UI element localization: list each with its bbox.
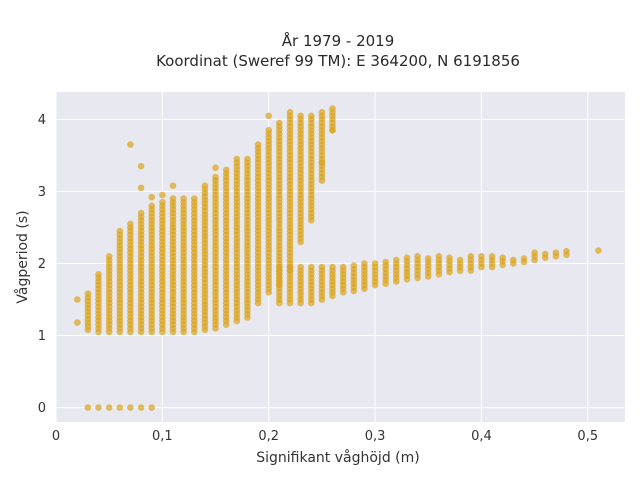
data-point — [212, 173, 219, 181]
data-point — [148, 193, 155, 201]
data-point — [222, 166, 230, 174]
data-point — [84, 290, 92, 298]
data-point — [265, 126, 273, 134]
data-point — [520, 255, 528, 262]
data-point — [84, 404, 92, 411]
data-point — [276, 263, 283, 271]
data-point — [424, 255, 432, 262]
data-point — [169, 182, 177, 189]
data-point — [467, 252, 475, 260]
data-point — [201, 182, 209, 189]
data-point — [127, 404, 134, 411]
data-point — [212, 164, 219, 171]
data-point — [456, 256, 464, 264]
data-point — [541, 250, 549, 258]
chart-title: År 1979 - 2019 — [282, 31, 395, 50]
data-point — [329, 263, 336, 271]
data-point — [478, 252, 485, 260]
data-point — [329, 105, 336, 112]
data-point — [361, 260, 368, 267]
data-point — [137, 162, 145, 170]
data-point — [446, 254, 453, 261]
data-point — [265, 112, 273, 120]
data-point — [137, 209, 145, 217]
data-point — [127, 220, 134, 228]
data-point — [339, 263, 347, 271]
data-point — [382, 258, 390, 266]
data-point — [350, 262, 358, 269]
data-point — [318, 108, 326, 116]
data-point — [552, 249, 560, 256]
data-point — [74, 319, 81, 326]
data-point — [308, 263, 315, 271]
data-point — [318, 159, 326, 166]
data-point — [74, 296, 81, 303]
data-point — [563, 247, 570, 255]
x-tick-label: 0,1 — [152, 429, 173, 444]
data-point — [180, 195, 187, 202]
data-point — [127, 141, 134, 148]
data-point — [510, 256, 517, 264]
data-point — [276, 119, 283, 127]
data-point — [297, 263, 304, 271]
y-tick-label: 3 — [38, 185, 46, 200]
data-point — [137, 184, 145, 192]
data-point — [148, 202, 155, 210]
data-point — [297, 112, 304, 120]
y-tick-label: 0 — [38, 401, 46, 416]
data-point — [595, 247, 602, 254]
data-point — [286, 108, 294, 116]
data-point — [233, 155, 241, 163]
data-point — [105, 252, 113, 260]
data-point — [116, 404, 124, 411]
data-point — [371, 260, 379, 267]
y-axis-ticks: 0 1 2 3 4 — [38, 113, 46, 416]
data-point — [244, 155, 251, 163]
data-points — [74, 105, 602, 411]
data-point — [159, 198, 166, 206]
data-point — [308, 112, 315, 120]
data-point — [159, 191, 166, 199]
data-point — [393, 256, 400, 264]
data-point — [254, 141, 262, 148]
data-point — [329, 126, 336, 134]
data-point — [95, 271, 102, 278]
data-point — [531, 249, 538, 256]
x-tick-label: 0,4 — [471, 429, 492, 444]
data-point — [435, 252, 443, 260]
data-point — [137, 404, 145, 411]
data-point — [286, 263, 294, 271]
data-point — [148, 404, 155, 411]
chart-subtitle: Koordinat (Sweref 99 TM): E 364200, N 61… — [156, 52, 520, 70]
x-tick-label: 0,5 — [577, 429, 598, 444]
x-tick-label: 0,3 — [365, 429, 386, 444]
data-point — [116, 227, 124, 235]
x-axis-title: Signifikant våghöjd (m) — [256, 449, 419, 466]
data-point — [169, 195, 177, 202]
y-axis-title: Vågperiod (s) — [14, 210, 31, 303]
data-point — [488, 252, 496, 260]
data-point — [403, 254, 411, 261]
x-axis-ticks: 0 0,1 0,2 0,3 0,4 0,5 — [52, 429, 598, 444]
data-point — [318, 263, 326, 271]
x-tick-label: 0,2 — [258, 429, 279, 444]
y-tick-label: 2 — [38, 257, 46, 272]
data-point — [105, 404, 113, 411]
data-point — [414, 252, 421, 260]
data-point — [191, 195, 198, 202]
y-tick-label: 4 — [38, 113, 46, 128]
x-tick-label: 0 — [52, 429, 60, 444]
y-tick-label: 1 — [38, 329, 46, 344]
data-point — [95, 404, 102, 411]
data-point — [499, 254, 507, 261]
